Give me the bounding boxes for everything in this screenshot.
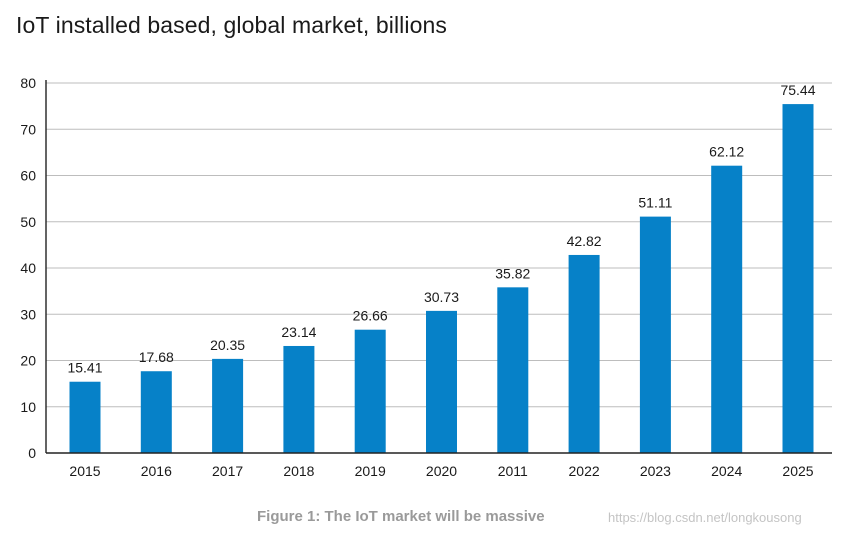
y-tick-label: 70 bbox=[20, 121, 36, 137]
chart-title: IoT installed based, global market, bill… bbox=[16, 12, 447, 38]
x-tick-label: 2018 bbox=[283, 463, 314, 479]
bar bbox=[711, 165, 743, 453]
x-tick-label: 2024 bbox=[711, 463, 742, 479]
x-tick-label: 2022 bbox=[569, 463, 600, 479]
bar bbox=[212, 358, 244, 453]
bar bbox=[283, 345, 315, 453]
bar bbox=[782, 104, 814, 453]
x-tick-label: 2015 bbox=[69, 463, 100, 479]
data-label: 17.68 bbox=[139, 349, 174, 365]
y-tick-label: 80 bbox=[20, 75, 36, 91]
x-tick-label: 2023 bbox=[640, 463, 671, 479]
bar bbox=[497, 287, 529, 453]
data-label: 51.11 bbox=[638, 195, 672, 211]
data-label: 20.35 bbox=[210, 337, 245, 353]
y-tick-label: 60 bbox=[20, 168, 36, 184]
bar bbox=[426, 310, 457, 453]
y-tick-label: 30 bbox=[20, 306, 36, 322]
y-tick-label: 10 bbox=[20, 399, 36, 415]
data-label: 26.66 bbox=[353, 308, 388, 324]
data-label: 30.73 bbox=[424, 289, 459, 305]
figure-caption: Figure 1: The IoT market will be massive bbox=[257, 508, 545, 525]
y-tick-label: 40 bbox=[20, 260, 36, 276]
data-label: 15.41 bbox=[67, 360, 102, 376]
bar bbox=[140, 371, 172, 453]
bar bbox=[568, 254, 600, 453]
x-tick-label: 2011 bbox=[498, 463, 528, 479]
watermark-url: https://blog.csdn.net/longkousong bbox=[608, 510, 802, 525]
x-tick-label: 2025 bbox=[782, 463, 813, 479]
data-label: 42.82 bbox=[567, 233, 602, 249]
bar bbox=[639, 216, 671, 453]
bar bbox=[69, 381, 101, 453]
bar bbox=[354, 329, 386, 453]
data-label: 75.44 bbox=[780, 82, 815, 98]
data-label: 62.12 bbox=[709, 144, 744, 160]
x-tick-label: 2020 bbox=[426, 463, 457, 479]
x-tick-label: 2017 bbox=[212, 463, 243, 479]
y-tick-label: 50 bbox=[20, 214, 36, 230]
data-label: 35.82 bbox=[495, 265, 530, 281]
y-tick-label: 20 bbox=[20, 353, 36, 369]
data-label: 23.14 bbox=[281, 324, 316, 340]
y-tick-label: 0 bbox=[28, 445, 36, 461]
x-tick-label: 2019 bbox=[355, 463, 386, 479]
x-tick-label: 2016 bbox=[141, 463, 172, 479]
